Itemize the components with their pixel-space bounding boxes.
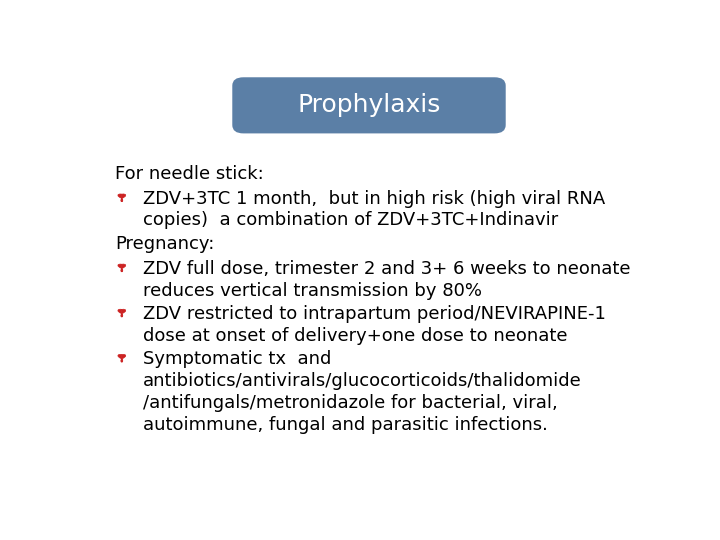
PathPatch shape	[122, 309, 126, 314]
Text: autoimmune, fungal and parasitic infections.: autoimmune, fungal and parasitic infecti…	[143, 416, 548, 434]
Text: copies)  a combination of ZDV+3TC+Indinavir: copies) a combination of ZDV+3TC+Indinav…	[143, 212, 558, 230]
PathPatch shape	[122, 314, 123, 317]
Text: Pregnancy:: Pregnancy:	[115, 235, 215, 253]
PathPatch shape	[118, 264, 122, 268]
PathPatch shape	[118, 309, 122, 314]
PathPatch shape	[122, 354, 126, 359]
PathPatch shape	[118, 354, 122, 359]
Text: ZDV+3TC 1 month,  but in high risk (high viral RNA: ZDV+3TC 1 month, but in high risk (high …	[143, 190, 606, 207]
PathPatch shape	[121, 314, 122, 317]
Text: ZDV restricted to intrapartum period/NEVIRAPINE-1: ZDV restricted to intrapartum period/NEV…	[143, 305, 606, 323]
PathPatch shape	[122, 194, 126, 198]
Text: /antifungals/metronidazole for bacterial, viral,: /antifungals/metronidazole for bacterial…	[143, 394, 558, 412]
PathPatch shape	[122, 359, 123, 362]
Text: ZDV full dose, trimester 2 and 3+ 6 weeks to neonate: ZDV full dose, trimester 2 and 3+ 6 week…	[143, 260, 631, 278]
PathPatch shape	[122, 198, 123, 201]
Text: Prophylaxis: Prophylaxis	[297, 93, 441, 117]
Text: Symptomatic tx  and: Symptomatic tx and	[143, 350, 331, 368]
PathPatch shape	[121, 359, 122, 362]
PathPatch shape	[121, 198, 122, 201]
Text: reduces vertical transmission by 80%: reduces vertical transmission by 80%	[143, 281, 482, 300]
PathPatch shape	[118, 194, 122, 198]
PathPatch shape	[121, 268, 122, 272]
PathPatch shape	[122, 268, 123, 272]
FancyBboxPatch shape	[233, 77, 505, 133]
PathPatch shape	[122, 264, 126, 268]
Text: For needle stick:: For needle stick:	[115, 165, 264, 183]
Text: dose at onset of delivery+one dose to neonate: dose at onset of delivery+one dose to ne…	[143, 327, 567, 345]
Text: antibiotics/antivirals/glucocorticoids/thalidomide: antibiotics/antivirals/glucocorticoids/t…	[143, 372, 582, 390]
